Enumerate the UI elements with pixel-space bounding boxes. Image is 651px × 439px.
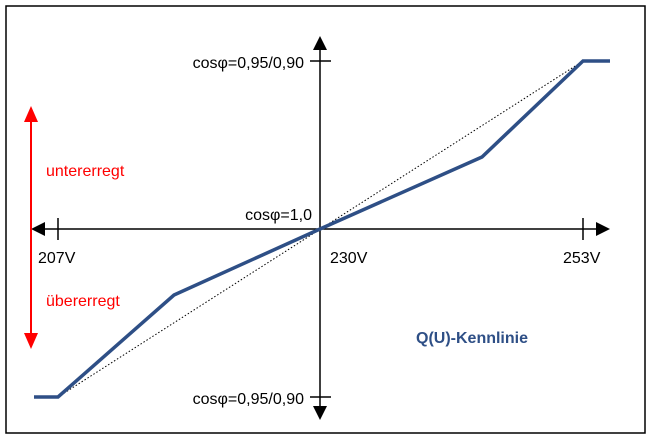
reactive-power-axis-arrow-bottom [313,406,327,420]
label-cos-bottom: cosφ=0,95/0,90 [193,391,304,408]
label-untererregt: untererregt [46,163,125,180]
label-253v: 253V [563,250,601,267]
diagram-title: Q(U)-Kennlinie [416,330,528,347]
diagram-frame [5,5,646,434]
voltage-axis-arrow-left [31,222,45,236]
label-230v: 230V [330,250,368,267]
excitation-arrow-bottom [24,333,38,349]
label-cos-center: cosφ=1,0 [245,207,312,224]
reactive-power-axis-arrow-top [313,36,327,50]
q-u-curve [34,59,610,399]
label-207v: 207V [38,250,76,267]
voltage-axis-arrow-right [596,222,610,236]
label-cos-top: cosφ=0,95/0,90 [193,55,304,72]
label-uebererregt: übererregt [46,293,120,310]
excitation-arrow-top [24,106,38,122]
